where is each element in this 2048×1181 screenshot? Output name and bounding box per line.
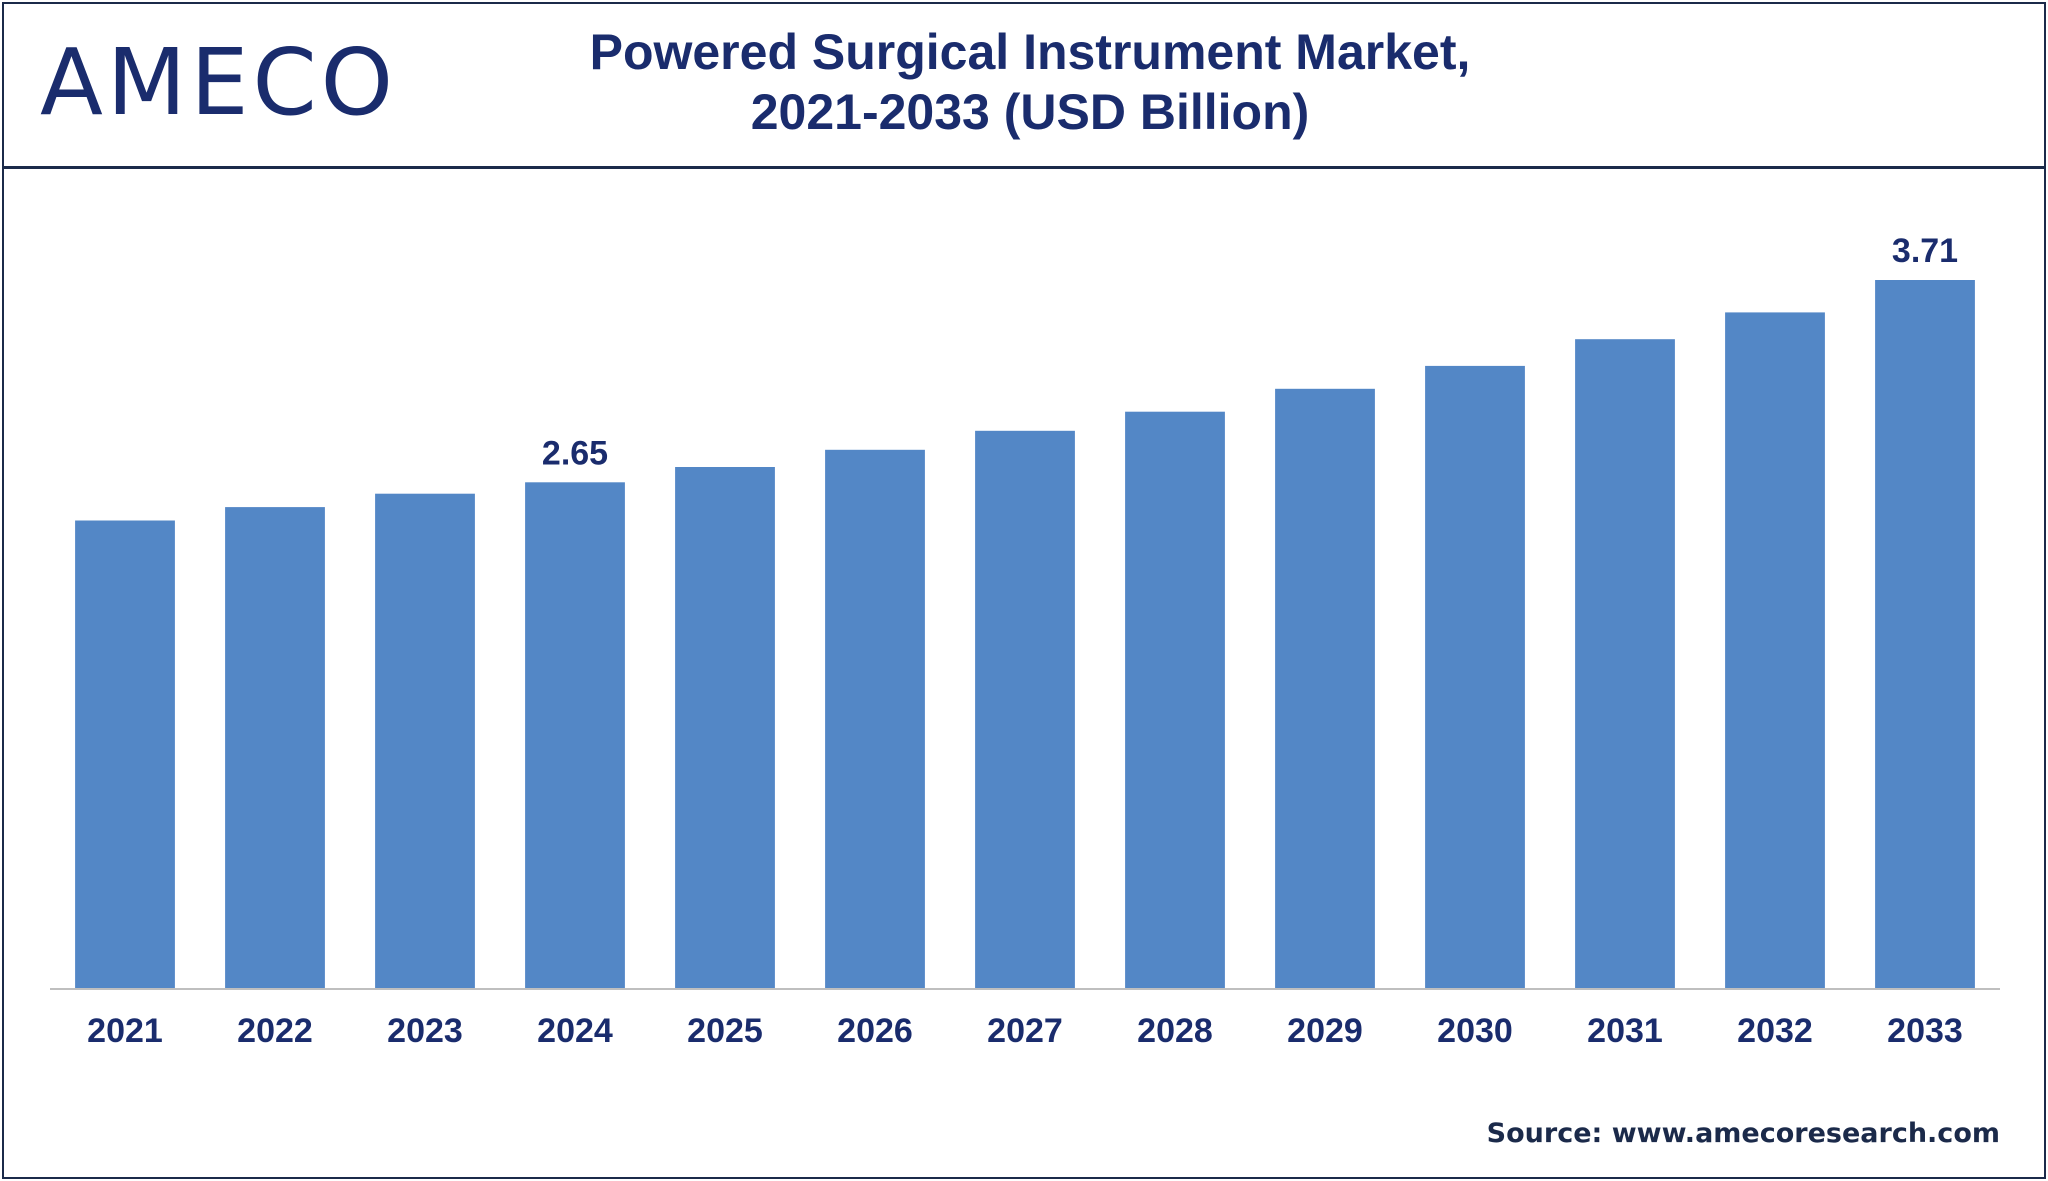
bar-2029: [1275, 388, 1375, 988]
header-divider: [4, 166, 2044, 169]
x-tick-label-2030: 2030: [1437, 1012, 1513, 1050]
bar-2032: [1725, 312, 1825, 988]
bar-2026: [825, 449, 925, 988]
bar-2021: [75, 520, 175, 988]
bar-2024: [525, 482, 625, 988]
bar-chart: 2021 2022 2023 2024 2.65 2025 2026 2027 2028 2029…: [50, 232, 2000, 1050]
chart-title: Powered Surgical Instrument Market, 2021…: [430, 22, 1630, 142]
x-tick-label-2028: 2028: [1137, 1012, 1213, 1050]
ameco-logo: AMECO: [40, 34, 397, 126]
x-tick-label-2027: 2027: [987, 1012, 1063, 1050]
logo-text: AMECO: [40, 34, 397, 126]
bar-2022: [225, 507, 325, 988]
title-line-2: 2021-2033 (USD Billion): [750, 84, 1310, 140]
bar-2030: [1425, 365, 1525, 988]
bar-2025: [675, 467, 775, 988]
x-tick-label-2024: 2024: [537, 1012, 613, 1050]
bar-2028: [1125, 411, 1225, 988]
data-label-2033: 3.71: [1892, 232, 1958, 270]
bar-2033: [1875, 280, 1975, 988]
bar-2027: [975, 430, 1075, 988]
header: AMECO Powered Surgical Instrument Market…: [0, 0, 2048, 168]
x-tick-label-2026: 2026: [837, 1012, 913, 1050]
bar-2023: [375, 493, 475, 988]
data-label-2024: 2.65: [542, 434, 608, 472]
x-tick-label-2023: 2023: [387, 1012, 463, 1050]
source-note: Source: www.amecoresearch.com: [1486, 1118, 2000, 1149]
x-tick-label-2032: 2032: [1737, 1012, 1813, 1050]
x-tick-label-2029: 2029: [1287, 1012, 1363, 1050]
x-tick-label-2022: 2022: [237, 1012, 313, 1050]
x-tick-label-2033: 2033: [1887, 1012, 1963, 1050]
title-line-1: Powered Surgical Instrument Market,: [589, 24, 1471, 80]
bar-2031: [1575, 339, 1675, 988]
x-tick-label-2021: 2021: [87, 1012, 163, 1050]
x-tick-label-2025: 2025: [687, 1012, 763, 1050]
x-tick-label-2031: 2031: [1587, 1012, 1663, 1050]
